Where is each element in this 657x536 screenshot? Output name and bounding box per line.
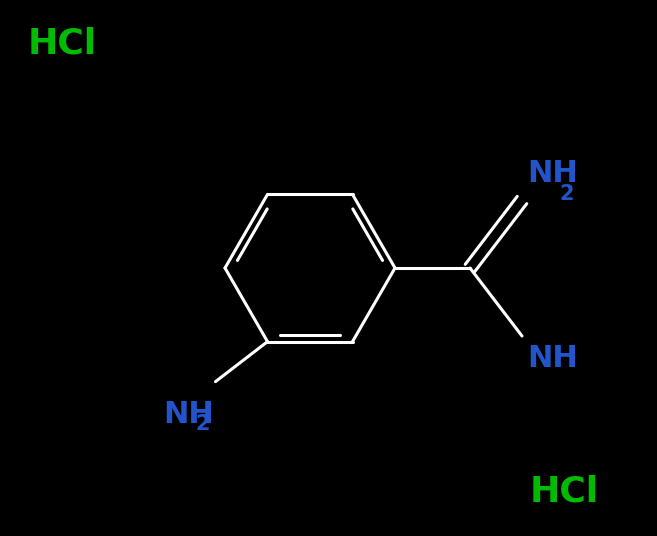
Text: HCl: HCl	[530, 474, 599, 508]
Text: NH: NH	[164, 400, 214, 429]
Text: NH: NH	[527, 344, 578, 373]
Text: NH: NH	[527, 159, 578, 188]
Text: 2: 2	[559, 184, 574, 204]
Text: HCl: HCl	[28, 26, 97, 60]
Text: 2: 2	[196, 414, 210, 434]
